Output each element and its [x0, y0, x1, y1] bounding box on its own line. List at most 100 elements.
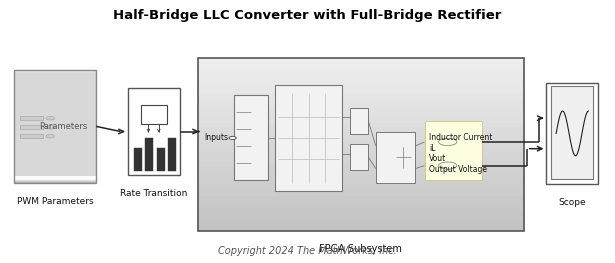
Bar — [198, 62, 524, 67]
Bar — [14, 69, 96, 73]
Bar — [14, 177, 96, 181]
Text: Copyright 2024 The MathWorks, Inc.: Copyright 2024 The MathWorks, Inc. — [218, 246, 397, 256]
Bar — [198, 58, 524, 62]
Bar — [14, 178, 96, 181]
Bar — [14, 67, 96, 71]
Bar — [546, 83, 598, 184]
Bar — [14, 70, 96, 183]
Bar — [20, 134, 43, 138]
Bar — [198, 213, 524, 218]
Bar — [14, 68, 96, 72]
Bar — [424, 121, 482, 180]
Bar — [376, 132, 415, 183]
Bar — [14, 178, 96, 182]
Bar — [198, 191, 524, 196]
Text: Vout
Output Voltage: Vout Output Voltage — [429, 154, 488, 174]
Bar — [350, 108, 368, 134]
Bar — [14, 176, 96, 180]
Bar — [14, 178, 96, 182]
Bar — [198, 109, 524, 114]
Bar — [14, 67, 96, 70]
Bar — [14, 70, 96, 73]
Bar — [14, 179, 96, 182]
Bar — [14, 68, 96, 72]
Bar — [198, 66, 524, 71]
Bar — [198, 183, 524, 188]
Bar — [198, 157, 524, 162]
Bar — [14, 67, 96, 70]
Bar — [14, 177, 96, 181]
Bar — [14, 68, 96, 71]
Bar — [14, 68, 96, 72]
Bar — [14, 179, 96, 182]
Bar — [14, 67, 96, 70]
Bar — [234, 95, 268, 180]
Bar — [14, 67, 96, 71]
Bar — [198, 170, 524, 175]
Bar — [14, 179, 96, 183]
Bar — [14, 176, 96, 179]
Bar — [198, 75, 524, 80]
Circle shape — [46, 125, 55, 129]
Circle shape — [229, 136, 236, 139]
Bar — [14, 69, 96, 73]
Bar — [14, 179, 96, 183]
Bar — [198, 83, 524, 88]
Text: Inputs: Inputs — [204, 133, 228, 143]
Bar — [198, 127, 524, 132]
Bar — [198, 221, 524, 226]
Bar — [14, 69, 96, 73]
Bar — [14, 68, 96, 72]
Text: Parameters: Parameters — [39, 122, 87, 131]
Bar — [14, 70, 96, 183]
Bar — [198, 92, 524, 97]
Bar — [198, 70, 524, 75]
Bar — [14, 176, 96, 180]
Bar — [198, 200, 524, 205]
Bar — [14, 69, 96, 73]
Bar — [198, 153, 524, 157]
Bar — [14, 69, 96, 73]
Bar — [198, 178, 524, 183]
Bar — [14, 176, 96, 179]
Bar — [198, 58, 524, 231]
Bar — [14, 176, 96, 180]
Bar — [198, 161, 524, 166]
Bar — [14, 178, 96, 182]
Bar — [198, 144, 524, 149]
Circle shape — [46, 116, 55, 120]
Bar — [14, 69, 96, 72]
Bar — [20, 125, 43, 129]
Bar — [551, 86, 593, 179]
Bar — [275, 85, 342, 191]
Bar — [198, 209, 524, 213]
Bar — [198, 165, 524, 170]
Bar — [14, 67, 96, 71]
Bar — [198, 122, 524, 127]
Bar — [198, 79, 524, 84]
Bar — [198, 114, 524, 119]
Bar — [14, 177, 96, 181]
Bar — [14, 179, 96, 183]
Bar — [14, 177, 96, 180]
Text: Rate Transition: Rate Transition — [120, 189, 188, 198]
Text: Scope: Scope — [558, 199, 586, 208]
Bar — [20, 116, 43, 120]
Bar — [198, 196, 524, 200]
Bar — [198, 187, 524, 192]
Bar — [198, 148, 524, 153]
Bar — [14, 179, 96, 183]
Bar — [14, 66, 96, 70]
Bar — [14, 176, 96, 180]
Ellipse shape — [438, 138, 457, 145]
Bar — [14, 69, 96, 73]
Bar — [198, 140, 524, 144]
Bar — [14, 178, 96, 181]
Bar — [134, 148, 142, 171]
Bar — [14, 67, 96, 70]
Bar — [198, 131, 524, 136]
Text: Half-Bridge LLC Converter with Full-Bridge Rectifier: Half-Bridge LLC Converter with Full-Brid… — [113, 9, 502, 22]
Bar — [14, 67, 96, 71]
Ellipse shape — [438, 162, 457, 169]
Bar — [14, 176, 96, 180]
